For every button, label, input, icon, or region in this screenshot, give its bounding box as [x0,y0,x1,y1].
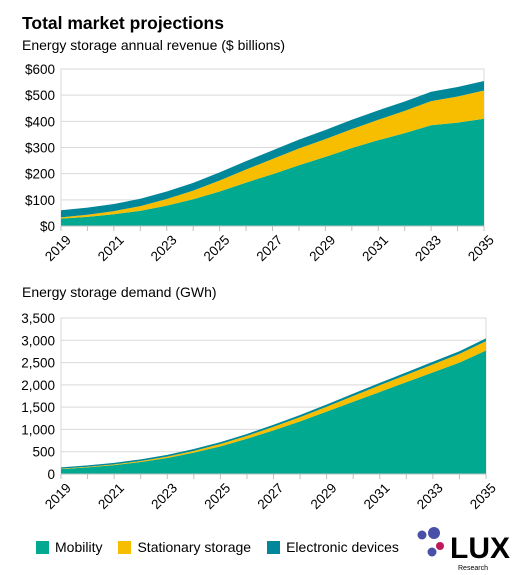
logo-dot-icon [428,527,440,539]
logo-dot-icon [436,542,444,550]
revenue-chart-title: Energy storage annual revenue ($ billion… [22,37,286,53]
x-tick-label: 2027 [255,480,287,512]
y-tick-label: 3,000 [21,333,55,348]
logo-tagline: Research [458,565,488,572]
y-tick-label: $500 [25,88,55,103]
legend-swatch-stationary-storage [118,540,132,554]
y-tick-label: $400 [25,114,55,129]
y-tick-label: $200 [25,167,55,182]
demand-chart: 0 500 1,000 1,500 2,000 2,500 3,000 3,500 2019 20… [21,311,499,512]
y-tick-label: 3,500 [21,311,55,326]
x-tick-label: 2031 [361,480,393,512]
legend-label-mobility: Mobility [55,539,103,555]
logo-dot-icon [417,530,427,540]
page-title: Total market projections [22,13,224,33]
y-tick-label: $600 [25,62,55,77]
y-tick-label: 0 [47,467,55,482]
area-stationary-storage [61,90,484,219]
legend-item-mobility: Mobility [36,539,102,555]
y-tick-label: 1,000 [21,422,55,437]
legend-item-stationary-storage: Stationary storage [118,539,251,555]
logo-wordmark: LUX [450,532,510,565]
x-tick-label: 2021 [95,480,127,512]
area-mobility [61,350,486,474]
x-tick-label: 2029 [308,480,340,512]
y-tick-label: 2,500 [21,356,55,371]
y-tick-label: $300 [25,141,55,156]
logo-dot-icon [427,547,437,557]
legend-swatch-electronic-devices [267,540,281,554]
lux-research-logo: LUX Research [417,527,510,572]
x-tick-label: 2033 [414,480,446,512]
y-tick-label: 2,000 [21,378,55,393]
y-tick-label: $0 [40,219,55,234]
y-tick-label: $100 [25,193,55,208]
legend-label-electronic-devices: Electronic devices [286,539,399,555]
y-tick-label: 500 [32,445,55,460]
y-tick-label: 1,500 [21,400,55,415]
chart-legend: Mobility Stationary storage Electronic d… [36,539,415,555]
legend-label-stationary-storage: Stationary storage [137,539,252,555]
legend-item-electronic-devices: Electronic devices [267,539,399,555]
area-electronic-devices [61,81,484,218]
x-tick-label: 2019 [42,480,74,512]
x-tick-label: 2025 [201,480,233,512]
area-mobility [61,118,484,226]
x-tick-label: 2035 [467,480,499,512]
demand-chart-title: Energy storage demand (GWh) [22,284,217,300]
x-tick-label: 2023 [148,480,180,512]
legend-swatch-mobility [36,540,49,554]
